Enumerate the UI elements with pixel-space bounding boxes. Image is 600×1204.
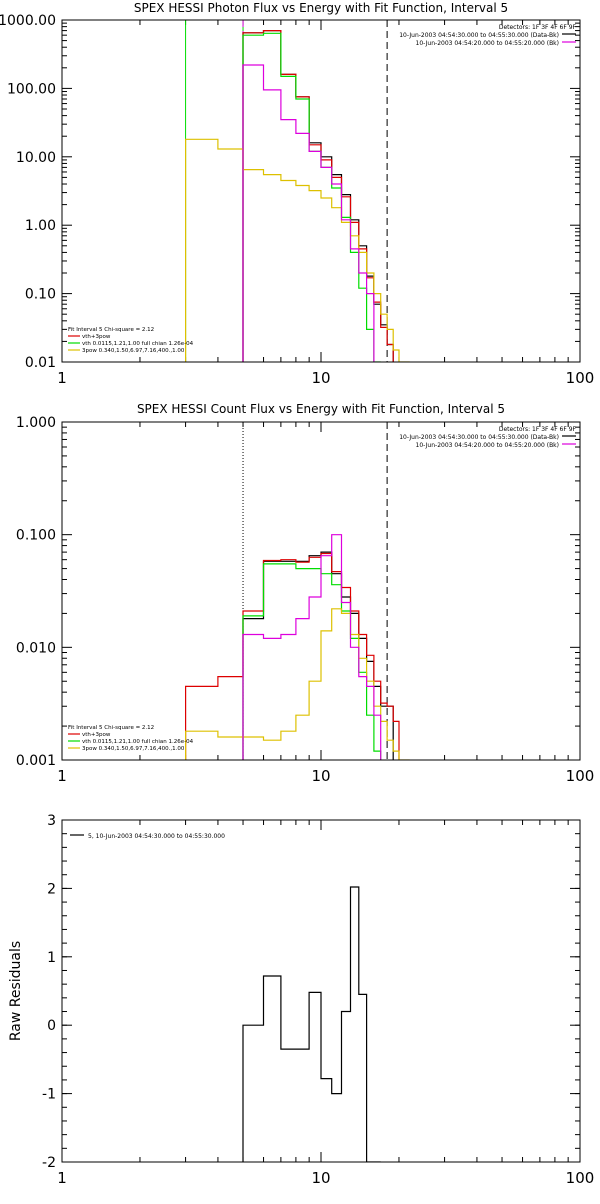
series-line-4: [242, 64, 375, 362]
y-tick-label: -1: [42, 1087, 56, 1103]
x-tick-label: 100: [566, 369, 595, 387]
x-tick-label: 10: [311, 1169, 330, 1187]
x-tick-label: 10: [311, 369, 330, 387]
legend-entry: Fit Interval 5 Chi-square = 2.12: [68, 327, 154, 333]
chart-panel-1: SPEX HESSI Photon Flux vs Energy with Fi…: [0, 1, 594, 387]
y-tick-label: 1.000: [16, 415, 56, 431]
legend-entry: 10-Jun-2003 04:54:30.000 to 04:55:30.000…: [399, 32, 559, 39]
legend-entry: 10-Jun-2003 04:54:20.000 to 04:55:20.000…: [416, 40, 559, 47]
plot-frame: [61, 819, 581, 1163]
plot-frame: [61, 19, 581, 363]
series-line-1: [185, 552, 400, 760]
y-tick-label: 0.010: [16, 640, 56, 656]
plot-area: [185, 422, 410, 760]
chart-title: SPEX HESSI Count Flux vs Energy with Fit…: [137, 402, 505, 416]
y-tick-label: 0.100: [16, 528, 56, 544]
x-tick-label: 1: [57, 369, 67, 387]
y-tick-label: 0: [47, 1018, 56, 1034]
plot-frame: [61, 421, 581, 761]
legend-entry: Detectors: 1F 3F 4F 6F 9F: [499, 24, 577, 31]
y-tick-label: 10.00: [16, 150, 56, 166]
series-line-4: [242, 534, 382, 760]
legend-entry: 10-Jun-2003 04:54:30.000 to 04:55:30.000…: [399, 434, 559, 441]
plot-area: [185, 20, 410, 362]
legend-entry: vth 0.0115,1.21,1.00 full chian 1.26e-04: [82, 341, 194, 347]
x-tick-label: 100: [566, 767, 595, 785]
legend-entry: vth 0.0115,1.21,1.00 full chian 1.26e-04: [82, 739, 194, 745]
y-axis-label: Raw Residuals: [8, 941, 24, 1041]
y-tick-label: 1: [47, 950, 56, 966]
chart-panel-3: 1 10 100 -2 -1 0 1 2 3 Raw Residuals 5, 10-Jun-200…: [8, 813, 594, 1187]
y-tick-label: 3: [47, 813, 56, 829]
y-tick-label: 1.00: [25, 218, 56, 234]
y-tick-label: 100.00: [7, 81, 56, 97]
x-tick-label: 1: [57, 767, 67, 785]
chart-panel-2: SPEX HESSI Count Flux vs Energy with Fit…: [16, 402, 594, 785]
legend-entry: vth+3pow: [82, 732, 111, 738]
series-line-0: [242, 551, 394, 760]
legend-entry: 3pow 0.340,1.50,6.97,7.16,400.,1.00: [82, 348, 185, 354]
series-line-3: [185, 608, 410, 760]
y-tick-label: 2: [47, 881, 56, 897]
legend-entry: 10-Jun-2003 04:54:20.000 to 04:55:20.000…: [416, 442, 559, 449]
x-tick-label: 1: [57, 1169, 67, 1187]
series-line-3: [185, 138, 410, 362]
y-tick-label: -2: [42, 1155, 56, 1171]
legend-entry: vth+3pow: [82, 334, 111, 340]
legend-entry: Fit Interval 5 Chi-square = 2.12: [68, 725, 154, 731]
chart-title: SPEX HESSI Photon Flux vs Energy with Fi…: [134, 1, 508, 15]
y-tick-label: 0.10: [25, 287, 56, 303]
legend-entry: 3pow 0.340,1.50,6.97,7.16,400.,1.00: [82, 746, 185, 752]
y-tick-label: 0.01: [25, 355, 56, 371]
series-line-2: [242, 563, 382, 760]
legend-entry: 5, 10-Jun-2003 04:54:30.000 to 04:55:30.…: [88, 833, 225, 840]
plot-area: [242, 886, 381, 1162]
legend-entry: Detectors: 1F 3F 4F 6F 9F: [499, 426, 577, 433]
x-tick-label: 10: [311, 767, 330, 785]
series-line-1: [242, 30, 394, 362]
series-line-0: [242, 30, 394, 362]
y-tick-label: 1000.00: [0, 13, 56, 29]
y-tick-label: 0.001: [16, 753, 56, 769]
series-line-0: [242, 886, 381, 1162]
x-tick-label: 100: [566, 1169, 595, 1187]
